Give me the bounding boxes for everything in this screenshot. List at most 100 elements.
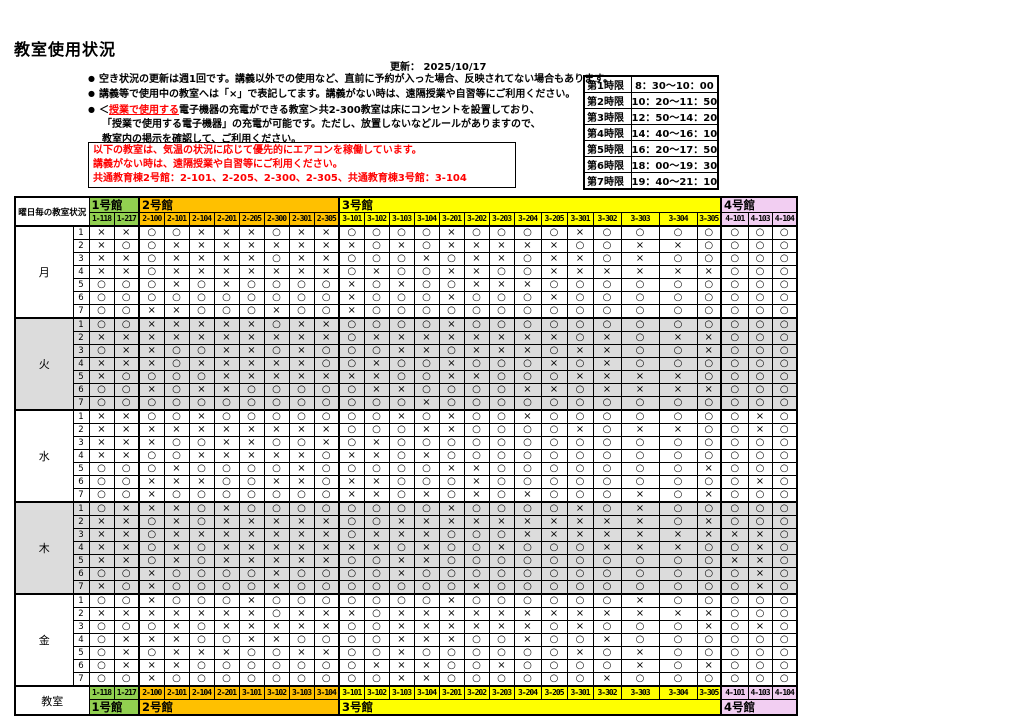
usage-cell: ○ (513, 580, 542, 595)
usage-cell: × (238, 265, 265, 279)
period-number: 5 (72, 554, 90, 568)
usage-cell: ○ (288, 633, 315, 647)
usage-cell: × (438, 423, 465, 437)
usage-cell: ○ (592, 554, 622, 568)
day-label: 月 (14, 225, 74, 319)
column-header: 1-118 (88, 212, 115, 227)
usage-cell: × (488, 515, 515, 529)
usage-cell: ○ (363, 291, 390, 305)
usage-cell: ○ (566, 567, 594, 581)
usage-cell: ○ (238, 659, 265, 673)
usage-cell: ○ (463, 357, 490, 371)
usage-cell: × (566, 501, 594, 516)
usage-cell: × (566, 370, 594, 384)
usage-cell: ○ (658, 567, 698, 581)
usage-cell: ○ (388, 304, 415, 319)
usage-cell: × (138, 317, 165, 332)
usage-row: 3 × × ○ × × × × ○ × × ○ ○ ○ × ○ × × ○ × × ○ × ○ ○ ○ ○ ○ (15, 252, 798, 266)
usage-cell: × (163, 607, 190, 621)
usage-cell: × (288, 370, 315, 384)
usage-cell: ○ (313, 383, 340, 397)
usage-row: 4 × × ○ × ○ × × × × × × × ○ × ○ ○ × ○ ○ ○ × × × ○ ○ × ○ (15, 541, 798, 555)
usage-cell: ○ (413, 225, 440, 240)
usage-cell: ○ (696, 672, 722, 687)
usage-cell: × (163, 501, 190, 516)
usage-cell: ○ (413, 278, 440, 292)
usage-cell: ○ (747, 396, 773, 411)
usage-cell: × (658, 423, 698, 437)
usage-cell: × (213, 620, 240, 634)
usage-cell: × (747, 541, 773, 555)
usage-cell: × (720, 554, 749, 568)
column-header: 3-205 (540, 212, 568, 227)
usage-cell: ○ (313, 291, 340, 305)
column-footer: 2-104 (188, 685, 215, 700)
usage-cell: ○ (113, 304, 140, 319)
usage-cell: ○ (720, 607, 749, 621)
usage-cell: ○ (720, 462, 749, 476)
usage-row: 7 ○ ○ ○ ○ ○ ○ ○ ○ ○ ○ ○ ○ ○ × ○ ○ ○ ○ ○ ○ ○ ○ ○ ○ ○ ○ ○ (15, 396, 798, 411)
usage-cell: ○ (438, 567, 465, 581)
note-3: ● ＜授業で使用する電子機器の充電ができる教室＞共2-300教室は床にコンセントを… (88, 103, 588, 118)
period-row: 第2時限 10：20～11：50 (583, 92, 719, 109)
usage-cell: ○ (513, 659, 542, 673)
usage-cell: ○ (566, 357, 594, 371)
period-number: 3 (72, 344, 90, 358)
usage-cell: ○ (620, 567, 660, 581)
usage-cell: ○ (566, 633, 594, 647)
usage-cell: ○ (771, 383, 798, 397)
usage-cell: ○ (213, 672, 240, 687)
usage-cell: ○ (188, 659, 215, 673)
usage-cell: ○ (720, 278, 749, 292)
usage-cell: ○ (163, 291, 190, 305)
period-number: 4 (72, 265, 90, 279)
usage-cell: ○ (566, 593, 594, 608)
building-header-bottom: 3号館 (338, 699, 722, 716)
building-footer-row: 1号館 2号館 3号館 4号館 (15, 699, 798, 716)
usage-cell: ○ (658, 436, 698, 450)
usage-cell: × (113, 541, 140, 555)
column-footer: 3-103 (388, 685, 415, 700)
usage-cell: ○ (771, 607, 798, 621)
usage-cell: ○ (488, 633, 515, 647)
usage-cell: × (747, 528, 773, 542)
column-header: 1-217 (113, 212, 140, 227)
usage-cell: ○ (488, 593, 515, 608)
usage-cell: × (388, 607, 415, 621)
code-header-row: 1-118 1-217 2-100 2-101 2-104 2-201 2-205 2-300… (15, 212, 798, 227)
usage-cell: ○ (363, 304, 390, 319)
usage-cell: ○ (188, 515, 215, 529)
usage-cell: × (213, 607, 240, 621)
usage-cell: ○ (363, 278, 390, 292)
usage-cell: ○ (513, 646, 542, 660)
usage-cell: ○ (313, 462, 340, 476)
usage-cell: ○ (696, 580, 722, 595)
usage-cell: × (413, 672, 440, 687)
usage-cell: ○ (463, 449, 490, 463)
usage-cell: × (540, 607, 568, 621)
usage-cell: ○ (313, 278, 340, 292)
usage-cell: × (438, 239, 465, 253)
usage-cell: ○ (163, 396, 190, 411)
usage-cell: × (488, 278, 515, 292)
usage-cell: ○ (213, 304, 240, 319)
usage-cell: ○ (747, 449, 773, 463)
usage-cell: ○ (592, 449, 622, 463)
usage-cell: ○ (696, 423, 722, 437)
usage-cell: ○ (363, 607, 390, 621)
usage-cell: × (188, 252, 215, 266)
usage-cell: ○ (113, 462, 140, 476)
usage-cell: ○ (88, 620, 115, 634)
usage-cell: ○ (747, 291, 773, 305)
usage-cell: ○ (238, 580, 265, 595)
usage-cell: ○ (113, 488, 140, 503)
usage-cell: × (720, 528, 749, 542)
usage-cell: ○ (363, 567, 390, 581)
usage-cell: × (188, 317, 215, 332)
usage-row: 6 ○ × × × ○ ○ ○ ○ ○ ○ ○ × × × ○ ○ × ○ ○ ○ ○ × ○ × ○ ○ ○ (15, 659, 798, 673)
column-footer: 4-104 (771, 685, 798, 700)
usage-cell: ○ (592, 317, 622, 332)
usage-cell: ○ (288, 278, 315, 292)
usage-cell: ○ (747, 331, 773, 345)
usage-cell: × (620, 239, 660, 253)
